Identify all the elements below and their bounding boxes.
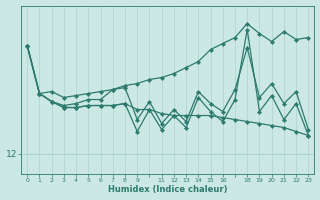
X-axis label: Humidex (Indice chaleur): Humidex (Indice chaleur): [108, 185, 228, 194]
